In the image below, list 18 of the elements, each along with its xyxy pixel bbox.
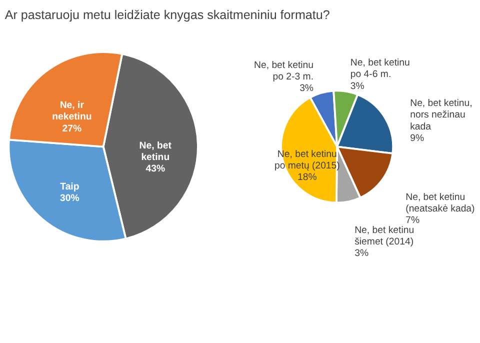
slice-label: Ne, ir neketinu: [52, 100, 92, 123]
data-label: 30%: [60, 192, 80, 204]
slice-label: Ne, bet ketinu po 2-3 m.: [254, 60, 314, 83]
slice-label: Taip: [60, 181, 80, 192]
data-label: 9%: [410, 132, 424, 144]
chart-title: Ar pastaruoju metu leidžiate knygas skaitmeniniu formatu?: [4, 8, 330, 22]
data-label: 43%: [146, 164, 166, 175]
slice-label: Ne, bet ketinu šiemet (2014): [354, 224, 414, 248]
data-label: 27%: [62, 123, 82, 134]
data-label: 3%: [354, 248, 369, 259]
slice-label: Ne, bet ketinu (neatsakė kada): [406, 192, 475, 214]
slice-label: Ne, bet ketinu: [139, 140, 172, 164]
data-label: 7%: [406, 215, 420, 226]
slice-label: Ne, bet ketinu po 4-6 m.: [350, 58, 410, 80]
data-label: 18%: [298, 172, 318, 184]
slice-label: Ne, bet ketinu, nors nežinau kada: [410, 98, 472, 132]
data-label: 3%: [350, 80, 365, 92]
data-label: 3%: [300, 83, 314, 94]
